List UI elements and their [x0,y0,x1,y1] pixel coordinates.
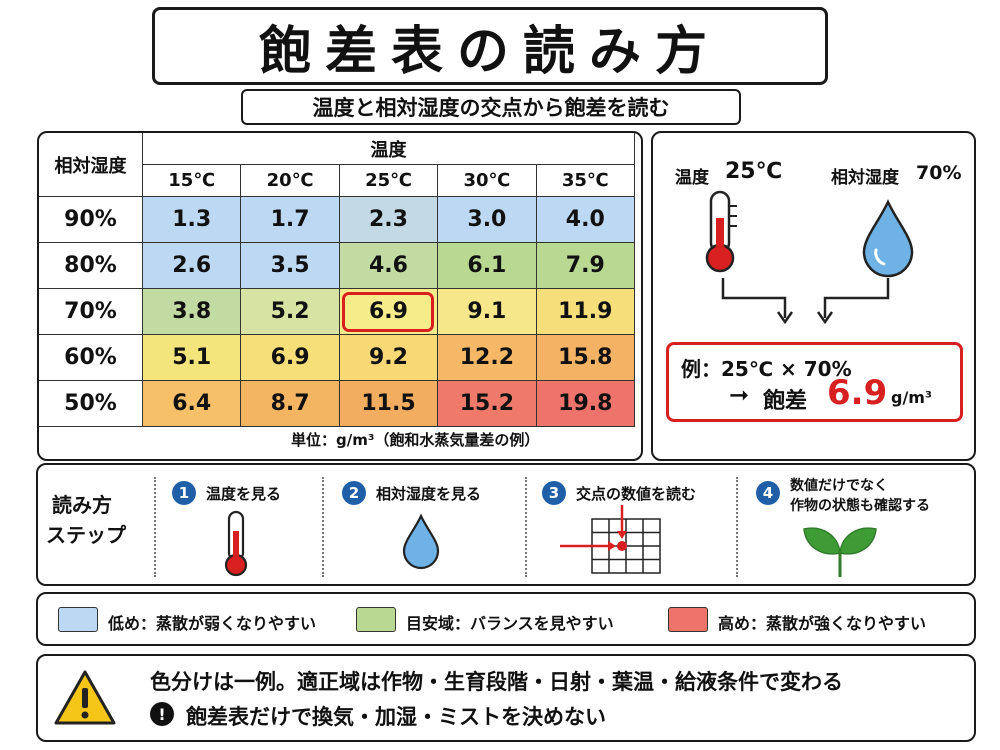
table-cell: 2.3 [339,197,439,243]
humidity-header: 70% [39,289,143,335]
example-humidity-label: 相対湿度 [831,168,899,188]
title-banner: 飽差表の読み方 [152,7,828,85]
legend-text-target: 目安域：バランスを見やすい [406,614,614,633]
humidity-header: 50% [39,381,143,427]
table-cell: 3.8 [143,289,242,335]
reading-steps-panel: 読み方 ステップ 1 温度を見る 2 相対湿度を見る 3 交点の数値を読む 4 … [36,463,976,586]
table-cell: 7.9 [536,243,635,289]
warning-icon [54,670,116,725]
legend-swatch-target [356,607,396,632]
leaf-icon [803,527,877,577]
example-temp-value: 25℃ [725,159,783,184]
step-3-number: 3 [542,481,566,505]
humidity-header: 80% [39,243,143,289]
page-subtitle: 温度と相対湿度の交点から飽差を読む [312,96,670,120]
table-cell: 15.2 [438,381,537,427]
table-cell: 6.4 [143,381,242,427]
table-cell: 19.8 [536,381,635,427]
table-cell: 9.1 [438,289,537,335]
table-cell: 12.2 [438,335,537,381]
example-panel: 温度 25℃ 相対湿度 70% 例：25℃ × 70% ➞ 飽差 6.9 g/m… [651,131,976,461]
thermometer-icon [705,190,737,273]
water-drop-icon [402,513,440,570]
table-cell: 5.1 [143,335,242,381]
legend-text-low: 低め：蒸散が弱くなりやすい [108,614,317,633]
table-cell: 1.7 [241,197,340,243]
step-1-number: 1 [172,481,196,505]
example-result-box: 例：25℃ × 70% ➞ 飽差 6.9 g/m³ [666,342,963,422]
steps-heading-line2: ステップ [46,523,126,547]
table-cell: 6.9 [339,289,439,335]
humidity-header: 90% [39,197,143,243]
temperature-header: 25℃ [339,165,439,197]
example-temp-label: 温度 [675,168,709,188]
exclamation-icon: ! [150,702,174,726]
note-line-2: 飽差表だけで換気・加湿・ミストを決めない [186,705,606,729]
table-cell: 4.6 [339,243,439,289]
step-divider [736,477,738,577]
table-cell: 4.0 [536,197,635,243]
humidity-header: 60% [39,335,143,381]
temperature-header: 15℃ [143,165,242,197]
thermometer-icon [224,510,248,577]
table-cell: 9.2 [339,335,439,381]
page-title: 飽差表の読み方 [258,21,721,82]
note-line-1: 色分けは一例。適正域は作物・生育段階・日射・葉温・給液条件で変わる [150,670,843,694]
table-cell: 6.1 [438,243,537,289]
example-humidity-value: 70% [916,162,962,184]
table-cell: 11.5 [339,381,439,427]
temperature-header: 30℃ [438,165,537,197]
temperature-header: 35℃ [536,165,635,197]
table-cell: 6.9 [241,335,340,381]
table-cell: 3.0 [438,197,537,243]
step-divider [154,477,156,577]
legend-swatch-high [668,607,708,632]
legend-swatch-low [58,607,98,632]
color-legend: 低め：蒸散が弱くなりやすい 目安域：バランスを見やすい 高め：蒸散が強くなりやす… [36,592,976,646]
example-condition: 例：25℃ × 70% [681,357,852,381]
arrow-right-icon: ➞ [729,381,750,409]
highlighted-cell-marker [341,292,435,332]
legend-text-high: 高め：蒸散が強くなりやすい [718,614,927,633]
example-result-value: 6.9 [827,373,888,413]
row-header-label: 相対湿度 [39,133,143,197]
table-cell: 1.3 [143,197,242,243]
water-drop-icon [862,199,914,278]
col-header-label: 温度 [143,133,635,165]
step-divider [322,477,324,577]
steps-heading-line1: 読み方 [52,493,112,517]
example-result-unit: g/m³ [891,388,932,407]
table-cell: 5.2 [241,289,340,335]
temperature-header: 20℃ [241,165,340,197]
step-4-label-line1: 数値だけでなく [790,478,888,494]
step-4-number: 4 [756,481,780,505]
caution-note: 色分けは一例。適正域は作物・生育段階・日射・葉温・給液条件で変わる ! 飽差表だ… [36,654,976,742]
grid-intersection-icon [560,505,661,574]
table-cell: 11.9 [536,289,635,335]
table-cell: 2.6 [143,243,242,289]
unit-note: 単位：g/m³（飽和水蒸気量差の例） [291,431,540,449]
step-4-label-line2: 作物の状態も確認する [790,498,930,514]
step-2-label: 相対湿度を見る [376,485,482,503]
step-2-number: 2 [342,481,366,505]
example-result-label: 飽差 [763,389,808,414]
table-cell: 8.7 [241,381,340,427]
table-cell: 3.5 [241,243,340,289]
step-1-label: 温度を見る [206,485,282,503]
converging-arrows-icon [721,278,890,325]
saturation-deficit-table: 相対湿度 温度 15℃ 20℃ 25℃ 30℃ 35℃ 90% 1.3 1.7 2.3 3.0 4.0 8… [37,131,643,461]
step-divider [525,477,527,577]
subtitle-banner: 温度と相対湿度の交点から飽差を読む [241,89,741,125]
table-cell: 15.8 [536,335,635,381]
step-3-label: 交点の数値を読む [576,485,697,503]
